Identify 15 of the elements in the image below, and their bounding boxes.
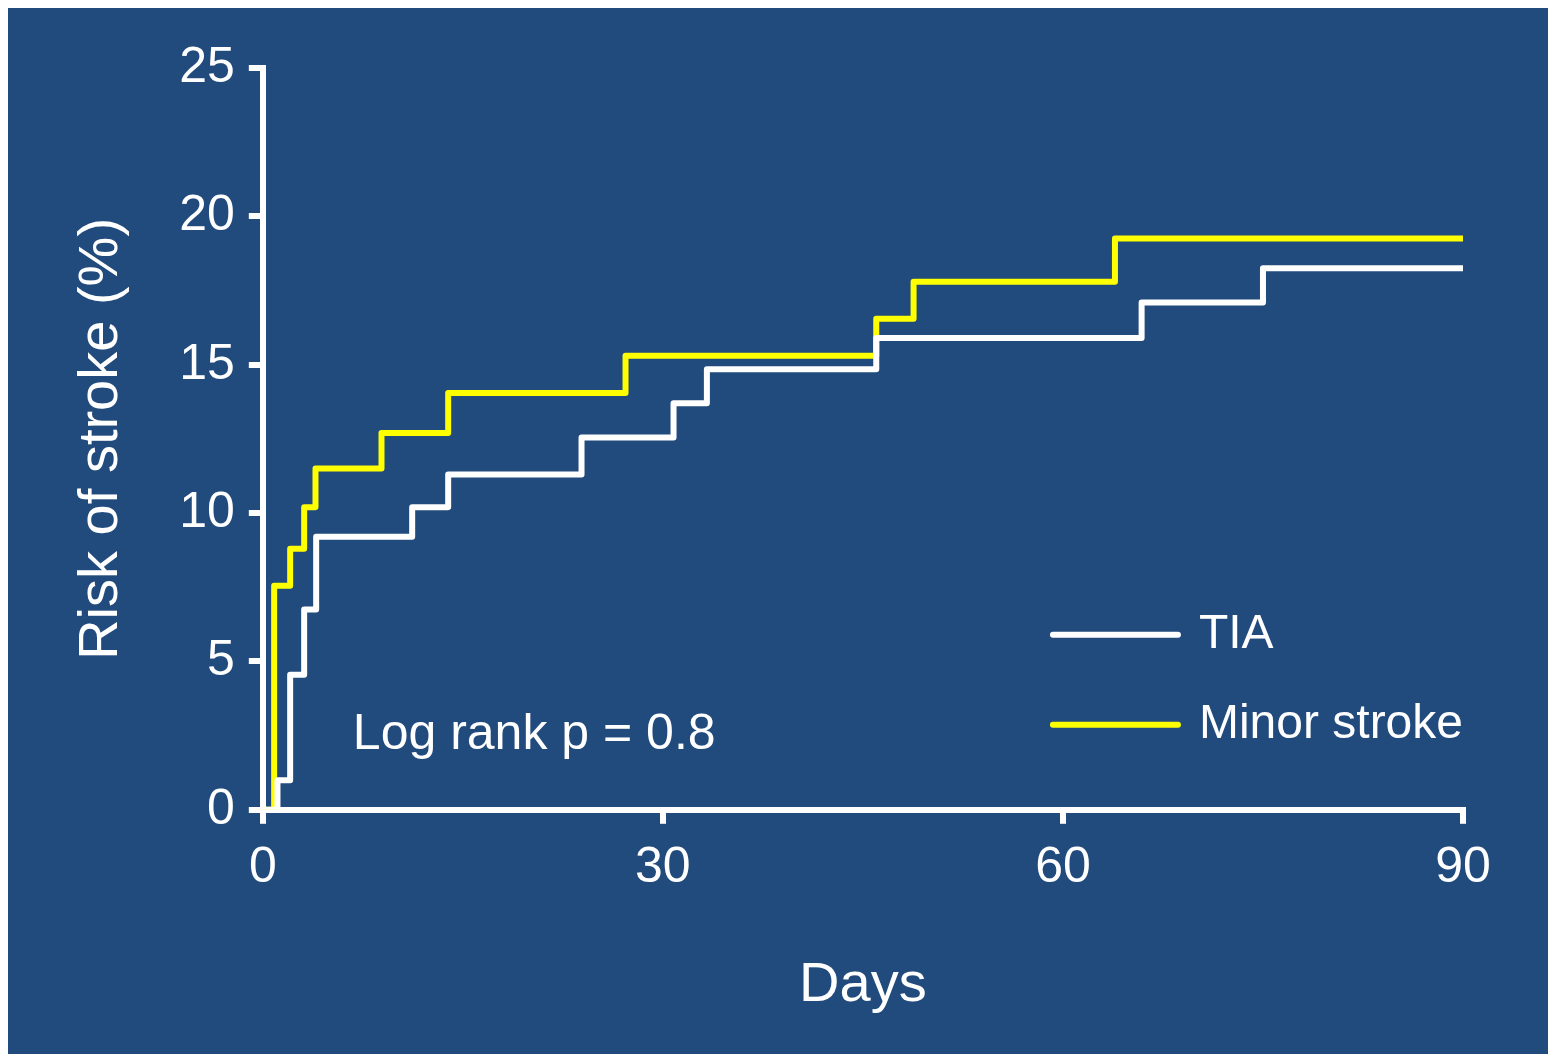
legend-label: TIA	[1198, 605, 1274, 659]
annotation: Log rank p = 0.8	[352, 703, 716, 760]
y-tick-label: 10	[179, 481, 235, 538]
y-axis-title: Risk of stroke (%)	[66, 217, 130, 660]
y-tick-label: 25	[179, 36, 235, 93]
x-tick-label: 30	[635, 836, 691, 893]
y-tick-label: 20	[179, 185, 235, 242]
x-tick-label: 0	[248, 836, 277, 893]
y-tick-label: 5	[207, 630, 235, 687]
x-tick-label: 90	[1435, 836, 1491, 893]
y-tick-label: 15	[179, 333, 235, 390]
x-tick-label: 60	[1035, 836, 1091, 893]
y-tick-label: 0	[207, 778, 235, 835]
legend-label: Minor stroke	[1198, 695, 1464, 749]
x-axis-title: Days	[799, 949, 927, 1013]
